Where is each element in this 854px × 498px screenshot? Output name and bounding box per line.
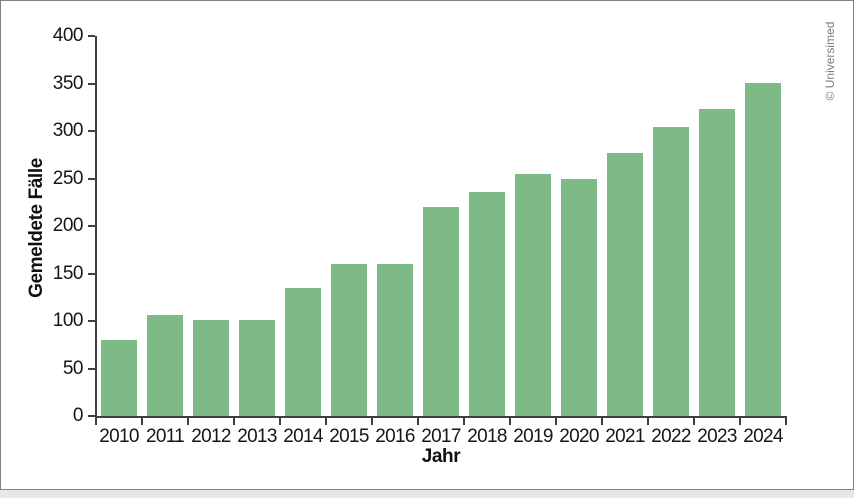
x-tick-8 [463,418,465,425]
x-tick-label-2011: 2011 [145,426,185,447]
x-tick-label-2012: 2012 [191,426,231,447]
x-tick-1 [141,418,143,425]
y-tick-200 [88,225,95,227]
x-tick-7 [417,418,419,425]
bar-2015 [330,264,368,416]
bar-2022 [652,127,690,416]
x-tick-0 [95,418,97,425]
x-tick-label-2020: 2020 [559,426,599,447]
y-tick-label-400: 400 [52,25,84,46]
x-tick-15 [785,418,787,425]
bar-2024 [744,82,782,416]
y-tick-label-200: 200 [52,215,84,236]
x-tick-4 [279,418,281,425]
x-tick-11 [601,418,603,425]
x-tick-12 [647,418,649,425]
x-tick-13 [693,418,695,425]
y-tick-350 [88,82,95,85]
bar-2011 [146,315,184,416]
y-tick-100 [88,320,95,322]
x-tick-5 [325,418,327,425]
x-tick-9 [509,418,511,425]
x-axis-line [95,416,787,418]
x-tick-label-2019: 2019 [513,426,553,447]
x-tick-label-2023: 2023 [697,426,737,447]
bar-2021 [606,152,644,416]
y-tick-label-150: 150 [52,262,84,284]
x-axis-title: Jahr [421,446,461,467]
x-tick-2 [187,418,189,425]
y-tick-label-100: 100 [52,310,84,331]
bar-2010 [100,340,138,416]
y-tick-150 [88,272,95,275]
x-tick-3 [233,418,235,425]
x-tick-10 [555,418,557,425]
x-tick-label-2015: 2015 [329,426,369,447]
bar-2012 [192,320,230,416]
y-tick-label-0: 0 [72,405,84,426]
y-tick-250 [88,177,95,180]
bars-layer [96,36,786,416]
x-tick-label-2022: 2022 [651,426,691,447]
x-tick-label-2013: 2013 [237,426,277,447]
bar-2020 [560,178,598,416]
bar-2017 [422,207,460,416]
axis-ticks-layer: 0 50 100 150 200 250 300 350 400 2010 2011 2012 2013… [53,26,787,447]
y-tick-400 [88,35,95,37]
x-tick-label-2014: 2014 [283,426,323,447]
copyright-watermark: © Universimed [823,21,837,101]
x-tick-label-2021: 2021 [605,426,645,447]
x-tick-label-2018: 2018 [467,426,507,447]
x-tick-label-2016: 2016 [375,426,415,447]
y-tick-50 [88,367,95,370]
bar-2018 [468,191,506,416]
x-tick-label-2017: 2017 [421,426,461,447]
y-tick-label-50: 50 [62,357,84,379]
x-tick-6 [371,418,373,425]
bar-2014 [284,287,322,416]
bar-2019 [514,173,552,416]
x-tick-label-2010: 2010 [99,426,139,447]
x-tick-14 [739,418,741,425]
bar-2023 [698,109,736,416]
bar-2016 [376,264,414,416]
y-tick-label-300: 300 [52,120,84,141]
y-tick-0 [88,415,95,417]
y-axis-line [95,36,97,418]
y-tick-300 [88,130,95,132]
y-tick-label-250: 250 [52,167,84,189]
x-tick-label-2024: 2024 [743,426,783,447]
y-tick-label-350: 350 [52,72,84,94]
bar-2013 [238,320,276,416]
